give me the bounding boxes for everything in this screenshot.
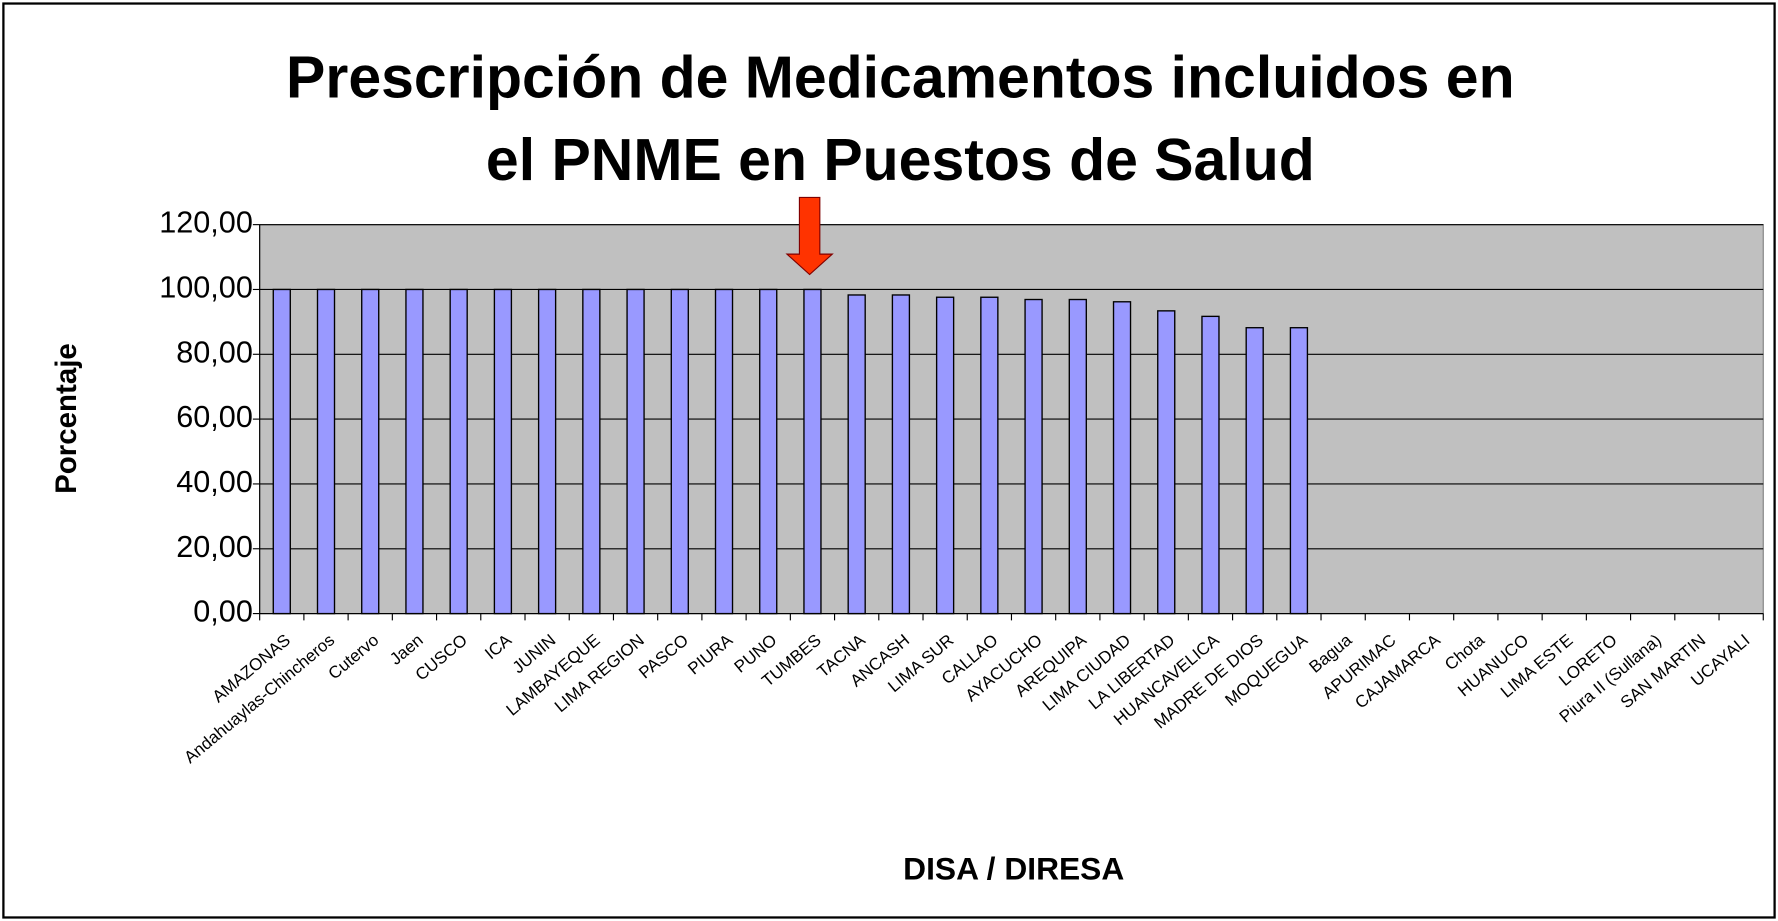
y-tick-label: 20,00 (176, 530, 253, 564)
bar (537, 288, 557, 615)
bar (626, 288, 645, 615)
y-tick-label: 0,00 (193, 595, 253, 629)
y-tick-label: 80,00 (176, 335, 253, 369)
arrow-annotation (785, 196, 834, 276)
bar (1289, 327, 1309, 615)
bar (980, 296, 999, 615)
bar (405, 288, 424, 615)
x-axis-title: DISA / DIRESA (903, 850, 1124, 886)
bar (361, 288, 380, 615)
y-axis-title: Porcentaje (50, 343, 83, 494)
y-tick-label: 120,00 (159, 206, 253, 240)
y-tick-label: 100,00 (159, 271, 253, 305)
bar (1024, 298, 1043, 615)
bar (1112, 301, 1132, 615)
y-tick-label: 60,00 (176, 400, 253, 434)
bar (714, 288, 734, 615)
bar (935, 296, 955, 615)
bar (803, 288, 822, 615)
bar (582, 288, 601, 615)
bar (1068, 298, 1087, 615)
bar (891, 294, 911, 615)
bar (272, 288, 291, 615)
bar (316, 288, 336, 615)
bar (670, 288, 689, 615)
bar (449, 288, 468, 615)
bar (759, 288, 778, 615)
bar (493, 288, 513, 615)
bar (1201, 315, 1220, 615)
bar (1245, 327, 1264, 615)
bar (847, 294, 866, 615)
chart-title: el PNME en Puestos de Salud (486, 128, 1315, 193)
chart-title: Prescripción de Medicamentos incluidos e… (286, 45, 1515, 110)
y-tick-label: 40,00 (176, 465, 253, 499)
bar (1157, 310, 1176, 615)
